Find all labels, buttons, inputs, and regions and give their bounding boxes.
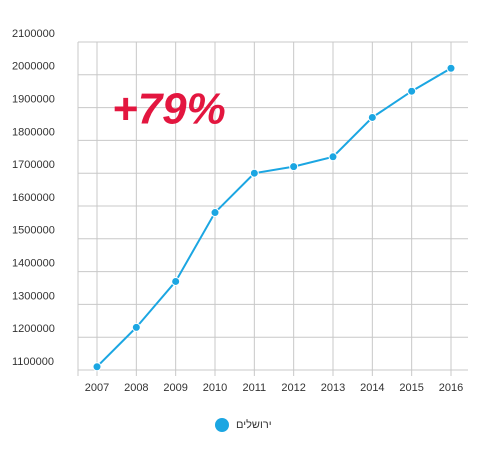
data-point [210,208,220,218]
data-point [328,152,338,162]
x-tick-label: 2016 [439,382,463,394]
data-point [289,162,299,172]
x-tick-label: 2007 [85,382,109,394]
y-tick-label: 1700000 [12,159,55,171]
y-tick-label: 1600000 [12,192,55,204]
data-point [407,86,417,96]
annotation: +79% [112,85,226,134]
y-tick-label: 2000000 [12,61,55,73]
y-tick-label: 1100000 [12,356,54,368]
x-tick-label: 2011 [243,382,267,394]
x-tick-label: 2012 [281,382,305,394]
legend-label: ירושלים [236,418,272,431]
y-tick-label: 1500000 [12,225,55,237]
x-tick-label: 2014 [360,382,384,394]
data-point [249,168,259,178]
y-tick-label: 1200000 [12,323,55,335]
x-tick-label: 2015 [399,382,423,394]
y-tick-label: 1900000 [12,94,55,106]
y-tick-label: 2100000 [12,28,55,40]
y-tick-label: 1300000 [12,290,55,302]
x-tick-label: 2008 [124,382,148,394]
data-point [92,362,102,372]
x-tick-label: 2009 [163,382,187,394]
x-tick-label: 2010 [203,382,227,394]
y-tick-label: 1800000 [12,126,55,138]
x-tick-label: 2013 [321,382,345,394]
data-point [367,112,377,122]
series-line [96,67,452,368]
y-tick-label: 1400000 [12,258,55,270]
data-point [446,63,456,73]
data-point [131,322,141,332]
legend-marker [215,418,229,432]
data-point [171,276,181,286]
